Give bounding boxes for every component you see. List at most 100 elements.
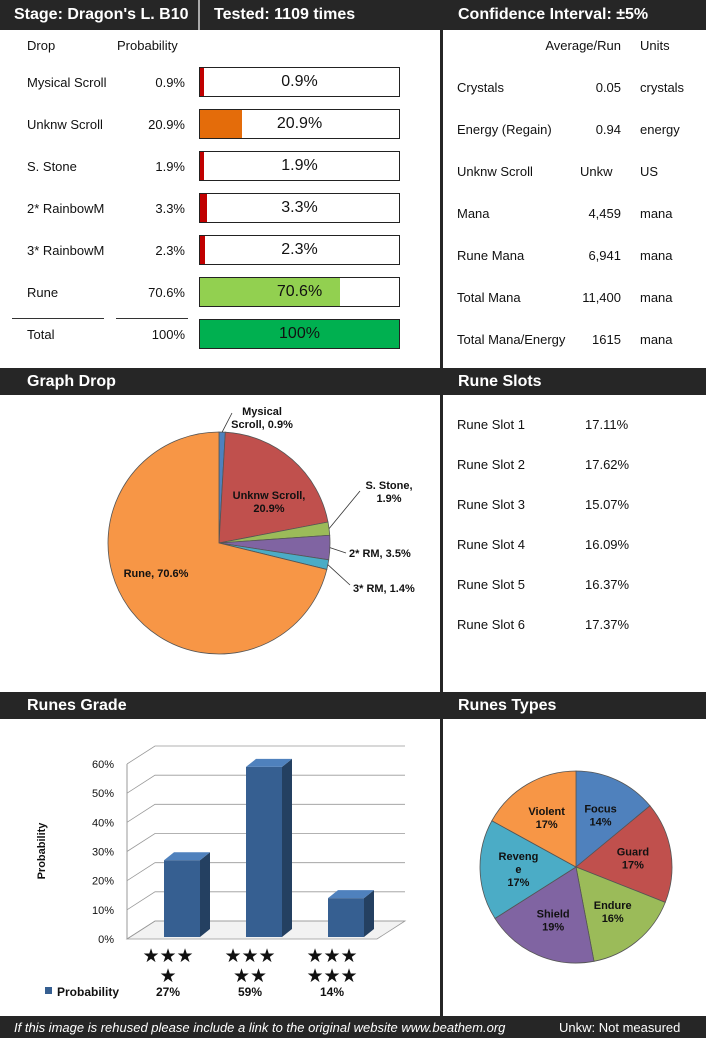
leader-line [328,490,361,529]
average-name: Mana [457,206,490,221]
y-tick-label: 50% [92,788,114,800]
slice-label: Reveng e 17% [499,851,539,889]
pie-slice [218,431,329,544]
tested-count: Tested: 1109 times [214,6,356,23]
gridline [126,803,405,823]
pie-slice [491,770,577,868]
average-name: Total Mana/Energy [457,332,566,347]
rune-slot-name: Rune Slot 1 [457,417,525,432]
bar-side [200,852,210,937]
runes-types-header: Runes Types [443,692,706,719]
bar [164,860,200,937]
drop-progress-label: 3.3% [281,199,318,216]
y-tick-label: 20% [92,876,114,888]
runes-grade-header: Runes Grade [0,692,440,719]
x-category-label: 59% [238,985,262,999]
drop-progress-fill [200,278,341,306]
total-divider [12,318,104,319]
drop-progress-fill [200,152,204,180]
slice-label: 2* RM, 3.5% [349,548,411,560]
drop-progress-label: 20.9% [276,115,323,132]
drop-progress-fill [200,194,207,222]
gridline [126,891,405,911]
drop-name: Unknw Scroll [27,117,103,132]
slice-label: 3* RM, 1.4% [353,583,415,595]
total-progress-label: 100% [279,325,320,342]
col-header-units: Units [640,38,670,53]
slice-label: Shield 19% [537,908,570,933]
x-category-stars: ★★★ ★★★ [306,946,357,987]
average-value: 6,941 [588,248,621,263]
drop-progress-bar: 3.3% [199,193,400,223]
drop-progress-label: 0.9% [281,73,318,90]
header-divider-1 [198,0,200,30]
drop-pct: 0.9% [155,75,185,90]
average-unit: US [640,164,659,179]
average-value: 0.05 [595,80,621,95]
average-value: 0.94 [595,122,621,137]
col-header-average: Average/Run [545,38,621,53]
header-bar: Stage: Dragon's L. B10 Tested: 1109 time… [0,0,706,30]
rune-slot-value: 17.62% [585,457,630,472]
leader-line [327,564,351,586]
drop-name: Mysical Scroll [27,75,107,90]
average-name: Crystals [457,80,504,95]
pie-slice [575,770,651,868]
total-label: Total [27,327,55,342]
drop-progress-bar: 0.9% [199,67,400,97]
slice-label: Guard 17% [617,846,649,871]
x-category-label: 14% [320,985,344,999]
slice-label: Rune, 70.6% [124,568,189,580]
average-name: Unknw Scroll [457,164,533,179]
confidence-interval: Confidence Interval: ±5% [458,6,649,23]
bar-top [246,758,292,767]
x-category-stars: ★★★ ★ [142,946,193,987]
drop-pct: 70.6% [148,285,185,300]
types-pie-chart: Focus 14%Guard 17% Endure 16% Shield 19% Reveng… [479,770,673,964]
bar [246,766,282,937]
rune-slot-value: 17.37% [585,617,630,632]
y-tick-label: 30% [92,847,114,859]
legend-label: Probability [57,985,119,999]
average-name: Rune Mana [457,248,525,263]
rune-slot-value: 16.37% [585,577,630,592]
rune-slots-title: Rune Slots [458,373,542,390]
average-name: Energy (Regain) [457,122,552,137]
rune-slots-header: Rune Slots [443,368,706,395]
average-unit: energy [640,122,680,137]
drop-progress-label: 1.9% [281,157,318,174]
pie-slice [479,820,577,919]
slice-label: S. Stone, 1.9% [365,480,412,505]
rune-slot-name: Rune Slot 4 [457,537,525,552]
y-axis-label: Probability [36,822,48,880]
drop-progress-bar: 2.3% [199,235,400,265]
slice-label: Unknw Scroll, 20.9% [233,490,306,515]
y-tick-label: 60% [92,759,114,771]
average-unit: mana [640,206,673,221]
average-value: 4,459 [588,206,621,221]
slice-label: Endure 16% [594,900,632,925]
average-value: 1615 [592,332,621,347]
stage-title: Stage: Dragon's L. B10 [14,6,189,23]
grade-bar-chart: 0% 10% 20% 30% 40% 50% 60% ★★★ ★27% ★★★ ★★59% ★★★ ★★… [36,745,407,999]
drop-pct: 3.3% [155,201,185,216]
drop-progress-bar: 70.6% [199,277,400,307]
average-value: Unkw [580,164,613,179]
bar-top [164,852,210,861]
drop-progress-label: 2.3% [281,241,318,258]
graph-drop-header: Graph Drop [0,368,440,395]
average-unit: mana [640,290,673,305]
drop-progress-bar: 20.9% [199,109,400,139]
rune-slot-value: 15.07% [585,497,630,512]
average-unit: crystals [640,80,685,95]
total-divider [116,318,188,319]
slice-label: Focus 14% [584,803,616,828]
rune-slot-name: Rune Slot 6 [457,617,525,632]
drop-progress-label: 70.6% [276,283,323,300]
bar-top [328,890,374,899]
legend-swatch [45,987,52,994]
y-tick-label: 10% [92,905,114,917]
x-category-label: 27% [156,985,180,999]
rune-slot-value: 16.09% [585,537,630,552]
drop-pct: 20.9% [148,117,185,132]
